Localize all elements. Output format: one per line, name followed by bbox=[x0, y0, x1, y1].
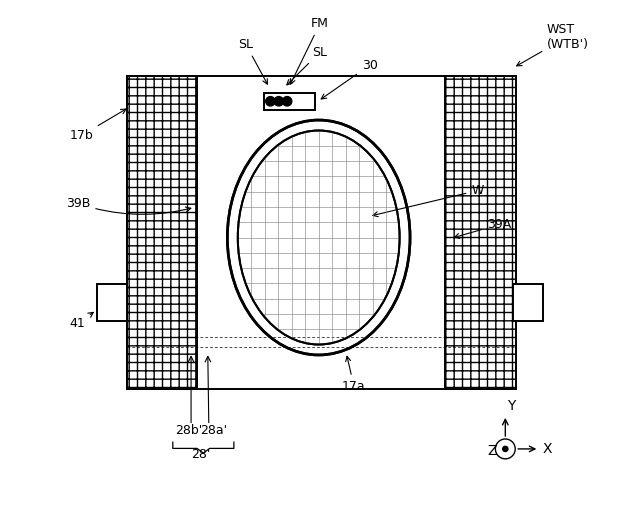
Text: Y: Y bbox=[508, 399, 516, 412]
Text: 28': 28' bbox=[191, 448, 211, 460]
Text: WST
(WTB'): WST (WTB') bbox=[516, 22, 589, 66]
Bar bbox=[445, 76, 516, 389]
Bar bbox=[513, 284, 543, 321]
Text: 39B: 39B bbox=[66, 197, 191, 215]
Text: W: W bbox=[373, 184, 484, 217]
Text: 28b': 28b' bbox=[175, 424, 202, 437]
Text: 28a': 28a' bbox=[200, 424, 228, 437]
Circle shape bbox=[266, 97, 275, 106]
Text: SL: SL bbox=[287, 46, 328, 85]
Circle shape bbox=[274, 97, 284, 106]
Bar bbox=[127, 76, 197, 389]
Ellipse shape bbox=[227, 120, 410, 355]
Text: FM: FM bbox=[291, 17, 329, 84]
Bar bbox=[97, 284, 127, 321]
Text: X: X bbox=[543, 442, 552, 456]
Circle shape bbox=[502, 446, 508, 452]
Text: 30: 30 bbox=[321, 59, 378, 99]
Text: 41: 41 bbox=[69, 312, 93, 330]
Text: SL: SL bbox=[238, 38, 268, 84]
Text: Z: Z bbox=[487, 444, 497, 458]
Bar bbox=[264, 93, 316, 110]
Circle shape bbox=[282, 97, 292, 106]
Text: 17b: 17b bbox=[69, 109, 126, 142]
Bar bbox=[127, 76, 516, 389]
Text: 17a: 17a bbox=[342, 357, 365, 393]
Text: 39A: 39A bbox=[454, 218, 511, 239]
